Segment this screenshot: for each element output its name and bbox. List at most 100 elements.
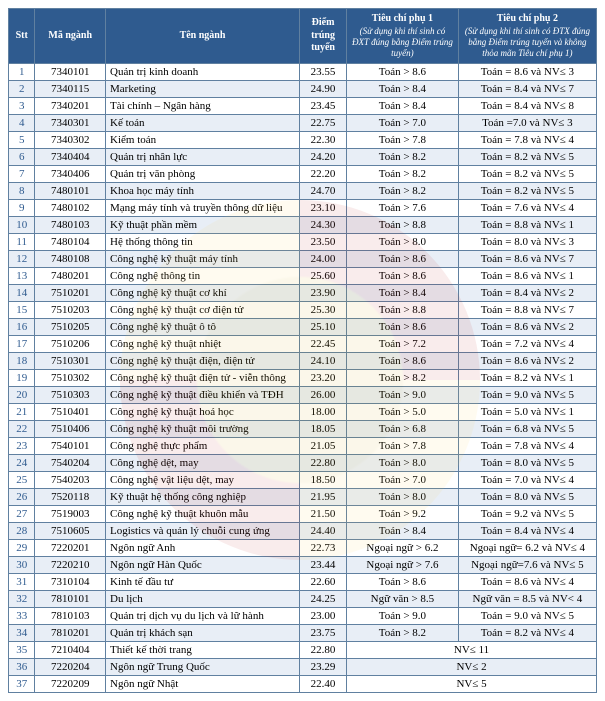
cell-score: 24.25 bbox=[300, 591, 347, 608]
th-p2-title: Tiêu chí phụ 2 bbox=[497, 13, 558, 24]
cell-stt: 5 bbox=[9, 132, 35, 149]
cell-p1: Toán > 8.4 bbox=[347, 98, 459, 115]
cell-p1: Ngoại ngữ > 7.6 bbox=[347, 557, 459, 574]
cell-score: 26.00 bbox=[300, 387, 347, 404]
cell-stt: 17 bbox=[9, 336, 35, 353]
cell-code: 7480108 bbox=[35, 251, 106, 268]
table-row: 167510205Công nghệ kỹ thuật ô tô25.10Toá… bbox=[9, 319, 597, 336]
cell-stt: 20 bbox=[9, 387, 35, 404]
cell-p2: Toán = 8.2 và NV≤ 5 bbox=[458, 166, 596, 183]
table-row: 227510406Công nghệ kỹ thuật môi trường18… bbox=[9, 421, 597, 438]
cell-name: Công nghệ dệt, may bbox=[106, 455, 300, 472]
table-row: 187510301Công nghệ kỹ thuật điện, điện t… bbox=[9, 353, 597, 370]
cell-name: Ngôn ngữ Hàn Quốc bbox=[106, 557, 300, 574]
cell-p2: Toán = 8.2 và NV≤ 5 bbox=[458, 149, 596, 166]
cell-code: 7510201 bbox=[35, 285, 106, 302]
table-header: Stt Mã ngành Tên ngành Điểm trúng tuyển … bbox=[9, 9, 597, 64]
cell-p1: Toán > 8.4 bbox=[347, 523, 459, 540]
cell-score: 24.20 bbox=[300, 149, 347, 166]
cell-code: 7480104 bbox=[35, 234, 106, 251]
cell-stt: 6 bbox=[9, 149, 35, 166]
table-row: 347810201Quản trị khách sạn23.75Toán > 8… bbox=[9, 625, 597, 642]
cell-code: 7210404 bbox=[35, 642, 106, 659]
cell-p1: Toán > 7.8 bbox=[347, 438, 459, 455]
cell-p2: Toán = 8.6 và NV≤ 1 bbox=[458, 268, 596, 285]
th-p1-title: Tiêu chí phụ 1 bbox=[372, 13, 433, 24]
cell-p1: Ngữ văn > 8.5 bbox=[347, 591, 459, 608]
cell-score: 24.70 bbox=[300, 183, 347, 200]
cell-code: 7520118 bbox=[35, 489, 106, 506]
cell-name: Quản trị văn phòng bbox=[106, 166, 300, 183]
cell-name: Quản trị khách sạn bbox=[106, 625, 300, 642]
table-row: 287510605Logistics và quản lý chuỗi cung… bbox=[9, 523, 597, 540]
th-p2: Tiêu chí phụ 2 (Sử dụng khi thí sinh có … bbox=[458, 9, 596, 64]
cell-stt: 9 bbox=[9, 200, 35, 217]
cell-stt: 21 bbox=[9, 404, 35, 421]
table-row: 157510203Công nghệ kỹ thuật cơ điện tử25… bbox=[9, 302, 597, 319]
cell-p1: Toán > 8.4 bbox=[347, 81, 459, 98]
cell-p2: Toán = 7.6 và NV≤ 4 bbox=[458, 200, 596, 217]
cell-p1: Toán > 7.6 bbox=[347, 200, 459, 217]
cell-code: 7540204 bbox=[35, 455, 106, 472]
cell-stt: 12 bbox=[9, 251, 35, 268]
cell-code: 7220210 bbox=[35, 557, 106, 574]
cell-score: 23.29 bbox=[300, 659, 347, 676]
cell-p2: Toán = 6.8 và NV≤ 5 bbox=[458, 421, 596, 438]
cell-p2: Toán = 8.2 và NV≤ 4 bbox=[458, 625, 596, 642]
cell-stt: 31 bbox=[9, 574, 35, 591]
cell-name: Công nghệ kỹ thuật khuôn mẫu bbox=[106, 506, 300, 523]
cell-p1: Toán > 8.6 bbox=[347, 268, 459, 285]
cell-code: 7510203 bbox=[35, 302, 106, 319]
cell-name: Tài chính – Ngân hàng bbox=[106, 98, 300, 115]
cell-code: 7480103 bbox=[35, 217, 106, 234]
cell-stt: 15 bbox=[9, 302, 35, 319]
table-row: 117480104Hệ thống thông tin23.50Toán > 8… bbox=[9, 234, 597, 251]
table-row: 77340406Quản trị văn phòng22.20Toán > 8.… bbox=[9, 166, 597, 183]
cell-score: 21.05 bbox=[300, 438, 347, 455]
cell-p2: Toán = 8.6 và NV≤ 7 bbox=[458, 251, 596, 268]
cell-score: 23.20 bbox=[300, 370, 347, 387]
cell-p1: Toán > 8.6 bbox=[347, 64, 459, 81]
cell-name: Công nghệ kỹ thuật điều khiển và TĐH bbox=[106, 387, 300, 404]
cell-score: 23.75 bbox=[300, 625, 347, 642]
cell-name: Công nghệ kỹ thuật điện tử - viễn thông bbox=[106, 370, 300, 387]
cell-code: 7810201 bbox=[35, 625, 106, 642]
table-row: 337810103Quản trị dịch vụ du lịch và lữ … bbox=[9, 608, 597, 625]
cell-p1: Toán > 7.0 bbox=[347, 472, 459, 489]
cell-name: Quản trị nhân lực bbox=[106, 149, 300, 166]
cell-name: Công nghệ thông tin bbox=[106, 268, 300, 285]
cell-p2: Toán = 8.2 và NV≤ 5 bbox=[458, 183, 596, 200]
table-row: 267520118Kỹ thuật hệ thống công nghiệp21… bbox=[9, 489, 597, 506]
cell-stt: 13 bbox=[9, 268, 35, 285]
table-row: 37340201Tài chính – Ngân hàng23.45Toán >… bbox=[9, 98, 597, 115]
table-row: 297220201Ngôn ngữ Anh22.73Ngoại ngữ > 6.… bbox=[9, 540, 597, 557]
cell-score: 22.30 bbox=[300, 132, 347, 149]
cell-name: Marketing bbox=[106, 81, 300, 98]
cell-stt: 18 bbox=[9, 353, 35, 370]
cell-stt: 14 bbox=[9, 285, 35, 302]
cell-stt: 23 bbox=[9, 438, 35, 455]
cell-p1: Toán > 8.0 bbox=[347, 455, 459, 472]
table-row: 67340404Quản trị nhân lực24.20Toán > 8.2… bbox=[9, 149, 597, 166]
cell-code: 7480201 bbox=[35, 268, 106, 285]
cell-p2: Toán = 9.2 và NV≤ 5 bbox=[458, 506, 596, 523]
cell-stt: 36 bbox=[9, 659, 35, 676]
cell-p2: Toán = 8.4 và NV≤ 2 bbox=[458, 285, 596, 302]
table-row: 207510303Công nghệ kỹ thuật điều khiển v… bbox=[9, 387, 597, 404]
table-row: 127480108Công nghệ kỹ thuật máy tính24.0… bbox=[9, 251, 597, 268]
cell-name: Công nghệ kỹ thuật cơ điện tử bbox=[106, 302, 300, 319]
cell-score: 18.05 bbox=[300, 421, 347, 438]
cell-p2: Ngoại ngữ=7.6 và NV≤ 5 bbox=[458, 557, 596, 574]
cell-code: 7540203 bbox=[35, 472, 106, 489]
cell-p1: Toán > 9.0 bbox=[347, 387, 459, 404]
cell-score: 23.10 bbox=[300, 200, 347, 217]
cell-p1: Toán > 8.6 bbox=[347, 319, 459, 336]
table-row: 87480101Khoa học máy tính24.70Toán > 8.2… bbox=[9, 183, 597, 200]
cell-p1: Toán > 7.0 bbox=[347, 115, 459, 132]
cell-stt: 25 bbox=[9, 472, 35, 489]
table-row: 377220209Ngôn ngữ Nhật22.40NV≤ 5 bbox=[9, 676, 597, 693]
table-row: 237540101Công nghệ thực phẩm21.05Toán > … bbox=[9, 438, 597, 455]
cell-code: 7340406 bbox=[35, 166, 106, 183]
cell-p2: Toán =7.0 và NV≤ 3 bbox=[458, 115, 596, 132]
cell-name: Khoa học máy tính bbox=[106, 183, 300, 200]
